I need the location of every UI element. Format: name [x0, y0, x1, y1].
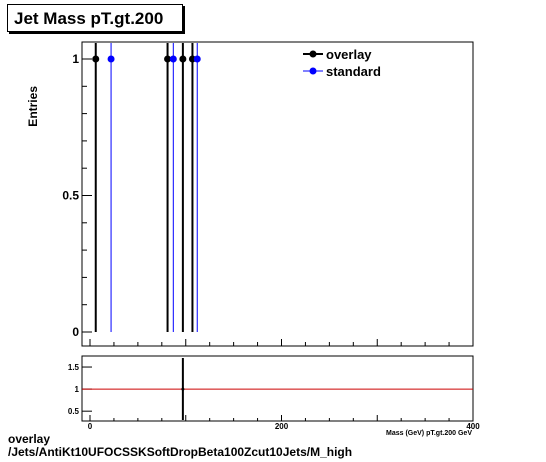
legend-overlay-marker — [309, 50, 317, 58]
ratio-y-tick-label: 1 — [75, 385, 80, 394]
y-axis-label: Entries — [26, 86, 40, 127]
ratio-y-tick-label: 1.5 — [68, 363, 80, 372]
caption: overlay /Jets/AntiKt10UFOCSSKSoftDropBet… — [8, 433, 352, 459]
y-tick-label: 0 — [72, 325, 79, 339]
ratio-y-tick-label: 0.5 — [68, 407, 80, 416]
ratio-plot-frame — [81, 355, 474, 422]
legend-overlay-label: overlay — [326, 47, 372, 62]
series-standard-point — [193, 55, 201, 63]
series-standard-point — [169, 55, 177, 63]
series-overlay-point — [179, 55, 187, 63]
series-overlay-point — [164, 55, 172, 63]
caption-line-2: /Jets/AntiKt10UFOCSSKSoftDropBeta100Zcut… — [8, 445, 353, 459]
y-tick-label: 1 — [72, 52, 79, 66]
x-axis-label: Mass (GeV) pT.gt.200 GeV — [386, 430, 472, 437]
legend-standard-marker — [309, 67, 317, 75]
caption-line-1: overlay — [8, 432, 51, 446]
main-plot-frame — [81, 41, 474, 347]
series-overlay-point — [188, 55, 196, 63]
ratio-x-tick-label: 200 — [275, 422, 289, 431]
ratio-x-tick-label: 400 — [466, 422, 480, 431]
chart-title: Jet Mass pT.gt.200 — [7, 4, 183, 32]
y-tick-label: 0.5 — [62, 189, 79, 203]
legend-standard-label: standard — [326, 64, 381, 79]
series-overlay-point — [92, 55, 100, 63]
ratio-point — [181, 387, 185, 391]
series-standard-point — [107, 55, 115, 63]
ratio-x-tick-label: 0 — [88, 422, 93, 431]
